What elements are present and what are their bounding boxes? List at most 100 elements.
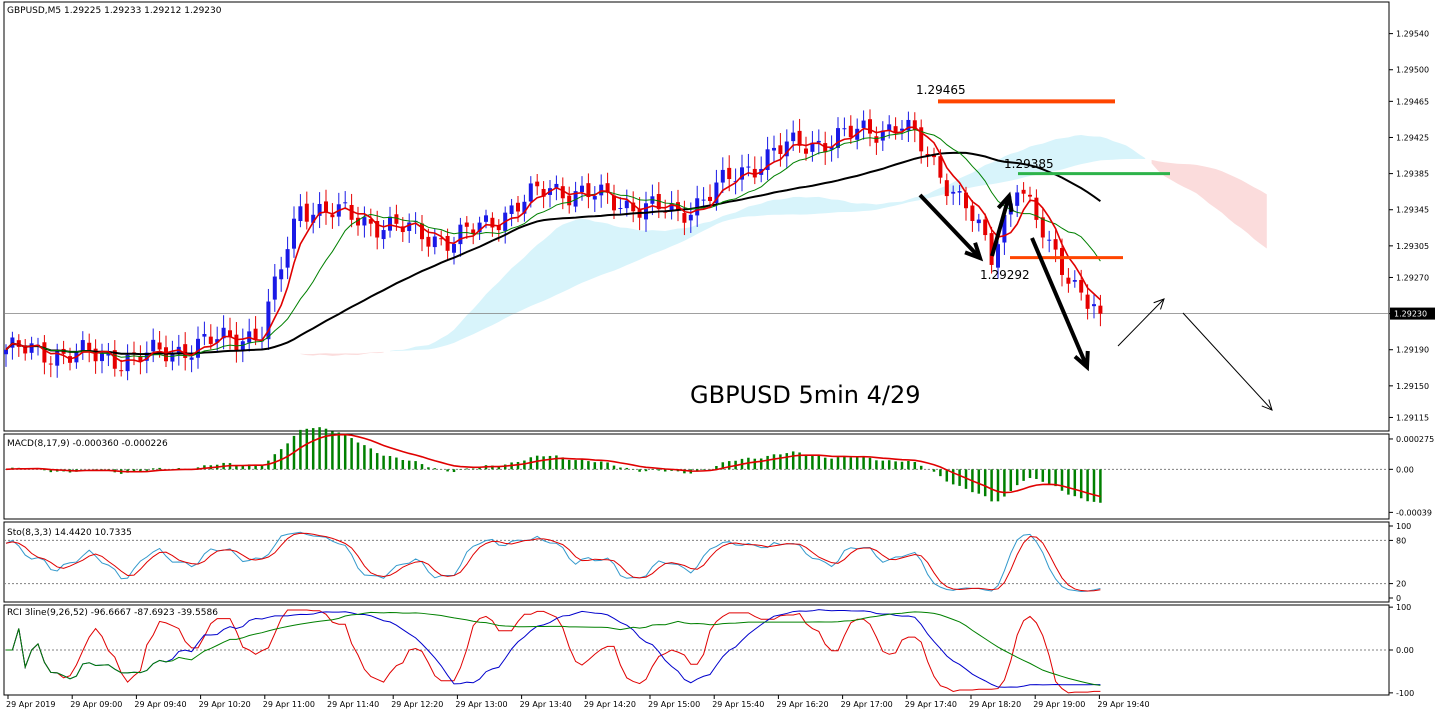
candle-body xyxy=(292,218,296,249)
candle-body xyxy=(951,191,956,194)
candle-body xyxy=(516,202,520,212)
candle-body xyxy=(4,349,8,355)
arrow-up-projection-head xyxy=(1153,298,1165,310)
candle-body xyxy=(957,191,962,193)
candle-body xyxy=(573,191,578,207)
ma-slow-line xyxy=(5,151,1101,356)
candle-body xyxy=(932,154,936,158)
candle-body xyxy=(80,340,85,351)
candle-body xyxy=(87,342,92,351)
time-tick-label: 29 Apr 17:00 xyxy=(841,700,893,709)
macd-label: MACD(8,17,9) -0.000360 -0.000226 xyxy=(7,439,168,449)
time-tick-label: 29 Apr 2019 xyxy=(6,700,55,709)
candle-body xyxy=(106,352,111,356)
candle-body xyxy=(765,149,770,170)
candle-body xyxy=(157,342,162,350)
candle-body xyxy=(343,202,348,204)
candle-body xyxy=(592,196,597,200)
candle-body xyxy=(599,184,604,196)
candle-body xyxy=(228,330,232,338)
candle-body xyxy=(234,334,239,351)
stoch-tick-label: 100 xyxy=(1396,522,1411,531)
current-price-tag xyxy=(1390,307,1435,320)
candle-body xyxy=(695,198,700,216)
time-tick-label: 29 Apr 13:00 xyxy=(455,700,507,709)
arrow-down-2 xyxy=(1030,237,1089,368)
candle-body xyxy=(112,350,117,369)
candle-body xyxy=(452,243,456,253)
arrow-down-1 xyxy=(918,193,982,260)
candle-body xyxy=(541,188,546,197)
candle-body xyxy=(560,186,565,199)
candle-body xyxy=(356,217,360,226)
arrow-down-2-head xyxy=(1073,350,1090,372)
candle-body xyxy=(375,221,380,238)
candle-body xyxy=(1085,294,1090,309)
candle-body xyxy=(669,203,674,212)
current-price-label: 1.29230 xyxy=(1394,310,1427,319)
candle-body xyxy=(682,213,687,223)
time-tick-label: 29 Apr 19:00 xyxy=(1033,700,1085,709)
candle-body xyxy=(996,244,1000,268)
candle-body xyxy=(631,202,636,212)
time-tick-label: 29 Apr 15:00 xyxy=(648,700,700,709)
candle-body xyxy=(586,183,591,198)
candle-body xyxy=(656,193,661,210)
candle-body xyxy=(848,125,853,138)
candle-body xyxy=(16,340,21,347)
stoch-tick-label: 20 xyxy=(1396,580,1406,589)
candle-body xyxy=(772,147,776,151)
candle-body xyxy=(791,132,796,142)
candle-body xyxy=(842,128,847,130)
candle-body xyxy=(983,219,988,236)
candle-body xyxy=(196,338,200,358)
candle-body xyxy=(535,181,540,187)
rci-long-line xyxy=(6,611,1101,686)
rci-mid-line xyxy=(6,609,1101,688)
price-tick-label: 1.29190 xyxy=(1396,346,1429,355)
candle-body xyxy=(1028,194,1032,197)
candle-body xyxy=(727,167,732,180)
candle-body xyxy=(906,119,911,131)
candle-body xyxy=(644,203,648,220)
candle-body xyxy=(970,205,975,222)
candle-body xyxy=(317,203,322,216)
price-tick-label: 1.29425 xyxy=(1396,133,1429,142)
candle-body xyxy=(304,203,309,222)
candle-body xyxy=(522,201,527,214)
candle-body xyxy=(368,219,373,224)
candle-body xyxy=(708,196,712,202)
candle-body xyxy=(477,222,482,233)
candle-body xyxy=(797,130,802,146)
candle-body xyxy=(720,169,725,183)
time-tick-label: 29 Apr 15:40 xyxy=(712,700,764,709)
candle-body xyxy=(471,229,476,234)
candle-body xyxy=(567,195,572,206)
stoch-tick-label: 0 xyxy=(1396,594,1401,603)
arrow-down-projection xyxy=(1182,312,1273,411)
candle-body xyxy=(253,328,258,340)
candle-body xyxy=(266,301,271,340)
candle-body xyxy=(407,222,412,232)
price-tick-label: 1.29270 xyxy=(1396,273,1429,282)
resistance-level-label: 1.29385 xyxy=(1004,157,1054,171)
candle-body xyxy=(580,185,584,193)
macd-tick-label: -0.00039 xyxy=(1396,508,1432,517)
candle-body xyxy=(752,168,757,178)
candle-body xyxy=(420,223,424,240)
candle-body xyxy=(490,217,495,228)
candle-body xyxy=(1047,239,1052,241)
candle-body xyxy=(55,351,60,366)
candle-body xyxy=(458,224,463,245)
kumo-bear xyxy=(1151,159,1267,249)
candle-body xyxy=(23,345,28,354)
candle-body xyxy=(221,327,226,339)
candle-body xyxy=(887,124,892,131)
macd-tick-label: 0.00 xyxy=(1396,465,1414,474)
candle-body xyxy=(400,226,405,233)
candle-body xyxy=(784,141,789,157)
high-level-label: 1.29465 xyxy=(916,83,966,97)
candle-body xyxy=(394,214,399,224)
candle-body xyxy=(125,354,130,372)
